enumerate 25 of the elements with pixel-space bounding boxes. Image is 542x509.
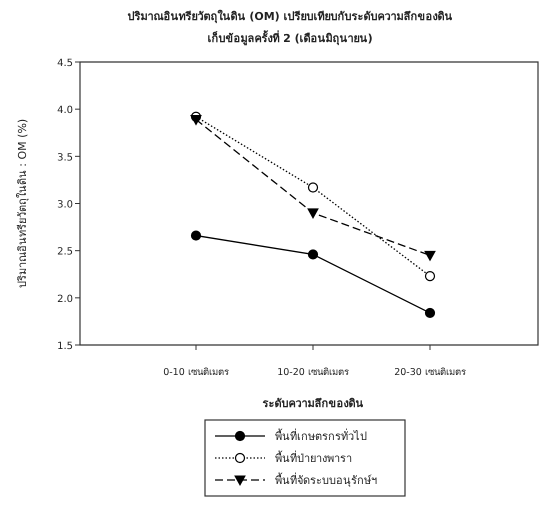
y-tick-label: 1.5 [57, 341, 73, 352]
point [424, 250, 436, 261]
chart-title: ปริมาณอินทรียวัตถุในดิน (OM) เปรียบเทียบกับระดับความลึกของดิน [127, 9, 453, 24]
point [424, 308, 436, 318]
y-tick-label: 2.5 [57, 246, 73, 258]
x-tick-label: 0-10 เซนติเมตร [163, 367, 229, 378]
point [424, 271, 436, 282]
point [190, 230, 202, 241]
x-tick-label: 10-20 เซนติเมตร [277, 367, 349, 378]
y-tick-label: 4.0 [57, 105, 73, 116]
point [308, 182, 318, 193]
legend-label: พื้นที่จัดระบบอนุรักษ์ฯ [275, 472, 377, 487]
legend-label: พื้นที่เกษตรกรทั่วไป [275, 428, 367, 443]
x-axis-title: ระดับความลึกของดิน [262, 397, 364, 410]
y-tick-label: 3.0 [57, 200, 73, 210]
x-tick-label: 20-30 เซนติเมตร [394, 367, 466, 378]
legend-label: พื้นที่ป่ายางพารา [275, 450, 352, 465]
chart-subtitle: เก็บข้อมูลครั้งที่ 2 (เดือนมิถุนายน) [207, 30, 373, 46]
y-tick-label: 2.0 [57, 294, 73, 305]
point [190, 115, 202, 126]
y-tick-label: 4.5 [57, 58, 73, 69]
point [308, 249, 318, 260]
point [308, 208, 318, 218]
y-axis-title: ปริมาณอินทรียวัตถุในดิน : OM (%) [16, 118, 29, 288]
y-tick-label: 3.5 [57, 152, 73, 164]
